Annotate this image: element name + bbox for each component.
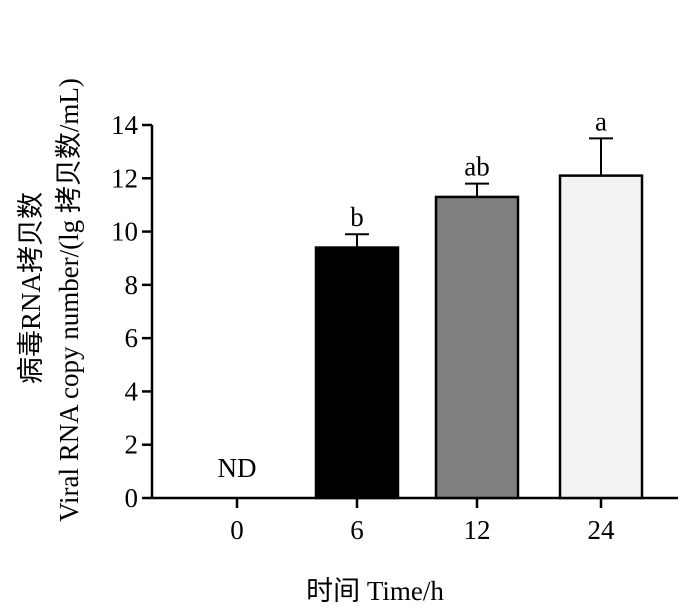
bar [314, 246, 400, 500]
y-tick-label: 4 [125, 376, 139, 406]
x-tick-label: 6 [350, 515, 364, 545]
significance-label: a [595, 106, 607, 136]
significance-label: b [350, 202, 364, 232]
y-tick-label: 2 [125, 430, 139, 460]
y-axis-title-line2: Viral RNA copy number/(lg 拷贝数/mL) [54, 78, 84, 522]
y-tick-label: 8 [125, 270, 139, 300]
not-detected-label: ND [218, 453, 257, 483]
y-tick-label: 10 [111, 217, 138, 247]
x-tick-label: 24 [588, 515, 616, 545]
y-tick-label: 0 [125, 483, 139, 513]
significance-label: ab [464, 152, 489, 182]
y-tick-label: 14 [111, 110, 139, 140]
y-axis-title-line1: 病毒RNA拷贝数 [16, 192, 46, 384]
bar [558, 174, 644, 500]
x-axis-title: 时间 Time/h [306, 576, 444, 606]
x-tick-label: 0 [230, 515, 244, 545]
y-tick-label: 12 [111, 163, 138, 193]
bar [434, 195, 520, 500]
x-tick-label: 12 [464, 515, 491, 545]
y-tick-label: 6 [125, 323, 139, 353]
